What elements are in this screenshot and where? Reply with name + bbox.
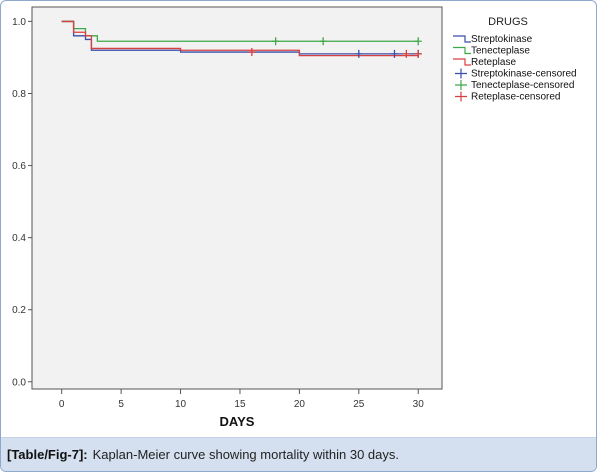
legend-swatch [453,35,471,43]
censor-mark-reteplase [248,48,256,57]
censor-mark-tenecteplase [319,37,327,46]
kaplan-meier-chart: 0.0 0.2 0.4 0.6 0.8 1.0 0 5 10 15 20 25 30 DAYS DRUG… [12,6,577,429]
x-tick-label: 10 [175,399,187,410]
legend: DRUGS StreptokinaseTenecteplaseReteplaseS… [453,16,577,103]
x-tick-label: 30 [413,399,425,410]
legend-label: Tenecteplase [471,46,530,57]
axes: 0.0 0.2 0.4 0.6 0.8 1.0 0 5 10 15 20 25 30 [12,17,424,410]
legend-item-streptokinase-censored: Streptokinase-censored [455,68,577,80]
legend-swatch [455,80,467,90]
legend-label: Reteplase-censored [471,92,561,103]
censor-mark-streptokinase [390,49,398,58]
legend-item-tenecteplase: Tenecteplase [453,46,530,57]
x-tick-label: 25 [353,399,365,410]
figure-caption: [Table/Fig-7]: Kaplan-Meier curve showin… [1,437,596,471]
survival-curves [61,20,419,57]
censor-mark-streptokinase [355,49,363,58]
legend-item-reteplase-censored: Reteplase-censored [455,91,561,103]
legend-label: Tenecteplase-censored [471,80,574,91]
y-tick-label: 0.4 [12,233,26,244]
x-tick-label: 5 [118,399,124,410]
legend-item-tenecteplase-censored: Tenecteplase-censored [455,80,574,91]
censor-mark-tenecteplase [414,37,422,46]
censor-marks [248,37,422,58]
x-axis-label: DAYS [220,414,255,429]
caption-text: Kaplan-Meier curve showing mortality wit… [92,447,399,462]
legend-swatch [453,58,471,66]
censor-mark-reteplase [402,49,410,58]
plot-area [31,6,443,390]
y-tick-label: 0.2 [12,305,26,316]
x-tick-label: 20 [294,399,306,410]
legend-item-streptokinase: Streptokinase [453,34,533,45]
caption-label: [Table/Fig-7]: [7,447,88,462]
legend-label: Reteplase [471,57,516,68]
y-tick-label: 0.6 [12,161,26,172]
y-tick-label: 0.8 [12,89,26,100]
y-tick-label: 1.0 [12,17,26,28]
legend-item-reteplase: Reteplase [453,57,516,68]
legend-swatch [453,46,471,55]
censor-mark-reteplase [414,49,422,58]
curve-reteplase [61,20,419,57]
legend-swatch [455,91,467,102]
legend-label: Streptokinase-censored [471,69,577,80]
y-tick-label: 0.0 [12,377,26,388]
legend-swatch [455,68,467,79]
legend-label: Streptokinase [471,34,533,45]
x-tick-label: 15 [234,399,246,410]
legend-title: DRUGS [488,16,528,28]
x-tick-label: 0 [59,399,65,410]
censor-mark-tenecteplase [272,37,280,46]
